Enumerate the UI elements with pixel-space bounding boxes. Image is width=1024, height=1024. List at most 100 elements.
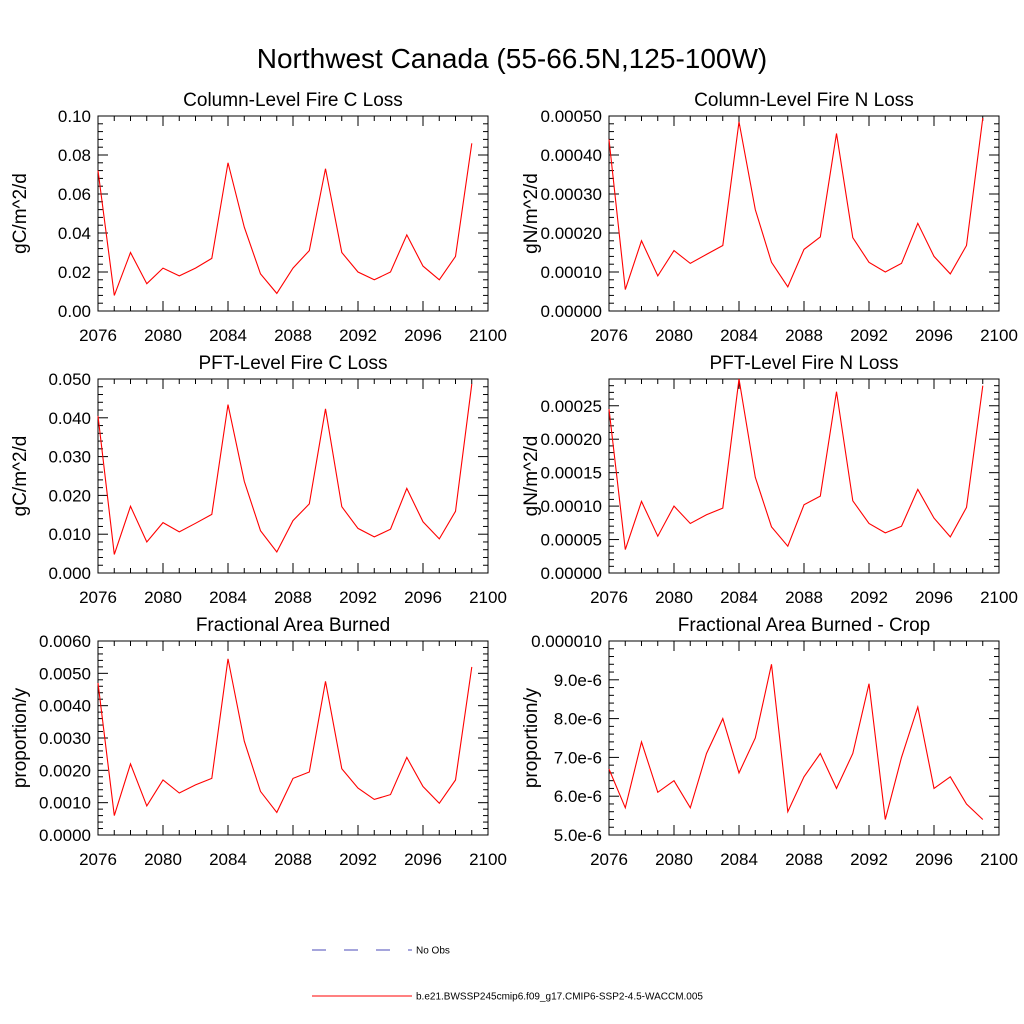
series-line-1 xyxy=(97,383,473,555)
y-tick-label: 0.00030 xyxy=(541,185,602,204)
y-tick-label: 0.00025 xyxy=(541,397,602,416)
y-axis-label: gC/m^2/d xyxy=(10,173,31,254)
x-tick-label: 2076 xyxy=(590,588,628,607)
plot-frame xyxy=(608,640,1000,836)
y-tick-label: 0.0030 xyxy=(39,729,91,748)
x-tick-label: 2080 xyxy=(144,850,182,869)
y-tick-label: 5.0e-6 xyxy=(554,826,602,845)
x-tick-label: 2100 xyxy=(469,326,507,345)
x-tick-label: 2096 xyxy=(404,850,442,869)
x-tick-label: 2084 xyxy=(720,326,758,345)
x-tick-label: 2096 xyxy=(915,326,953,345)
legend: No Obs b.e21.BWSSP245cmip6.f09_g17.CMIP6-… xyxy=(312,946,703,1003)
y-tick-label: 0.020 xyxy=(48,486,91,505)
x-tick-label: 2100 xyxy=(980,326,1018,345)
y-tick-label: 0.00010 xyxy=(541,263,602,282)
y-tick-label: 0.00050 xyxy=(541,107,602,126)
y-tick-label: 0.030 xyxy=(48,448,91,467)
y-tick-label: 0.00000 xyxy=(541,564,602,583)
y-tick-label: 0.0010 xyxy=(39,794,91,813)
panel-1: Column-Level Fire C Loss gC/m^2/d 2076 2080… xyxy=(10,90,507,345)
x-tick-label: 2084 xyxy=(720,588,758,607)
legend-label-2: b.e21.BWSSP245cmip6.f09_g17.CMIP6-SSP2-4… xyxy=(416,992,703,1003)
panel-4: PFT-Level Fire N Loss gN/m^2/d 2076 2080 208… xyxy=(521,353,1018,607)
y-axis-label: proportion/y xyxy=(10,687,31,788)
y-axis-label: gC/m^2/d xyxy=(10,436,31,517)
x-tick-label: 2080 xyxy=(144,588,182,607)
legend-label-1: No Obs xyxy=(416,946,450,957)
x-tick-label: 2096 xyxy=(404,588,442,607)
y-tick-label: 0.08 xyxy=(58,146,91,165)
series-line-1 xyxy=(97,143,473,296)
x-tick-label: 2084 xyxy=(209,588,247,607)
series-line-1 xyxy=(608,378,984,550)
y-tick-label: 0.000 xyxy=(48,564,91,583)
panel-title: PFT-Level Fire C Loss xyxy=(199,353,388,374)
panel-title: Column-Level Fire C Loss xyxy=(183,90,403,111)
plot-frame xyxy=(97,640,489,836)
x-tick-label: 2100 xyxy=(469,588,507,607)
x-tick-label: 2084 xyxy=(209,850,247,869)
x-tick-label: 2076 xyxy=(79,588,117,607)
panel-title: Column-Level Fire N Loss xyxy=(694,90,914,111)
x-tick-label: 2080 xyxy=(655,326,693,345)
x-tick-label: 2088 xyxy=(785,326,823,345)
panels: Column-Level Fire C Loss gC/m^2/d 2076 2080… xyxy=(10,90,1018,869)
x-tick-label: 2096 xyxy=(915,588,953,607)
y-tick-label: 9.0e-6 xyxy=(554,671,602,690)
x-tick-label: 2076 xyxy=(590,326,628,345)
x-tick-label: 2088 xyxy=(785,850,823,869)
y-tick-label: 0.0020 xyxy=(39,761,91,780)
x-tick-label: 2084 xyxy=(209,326,247,345)
y-axis-label: gN/m^2/d xyxy=(521,436,542,517)
y-tick-label: 0.040 xyxy=(48,409,91,428)
x-tick-label: 2088 xyxy=(785,588,823,607)
y-tick-label: 0.00020 xyxy=(541,430,602,449)
panel-title: PFT-Level Fire N Loss xyxy=(710,353,899,374)
x-tick-label: 2092 xyxy=(339,588,377,607)
series-line-1 xyxy=(97,658,473,816)
y-tick-label: 0.00010 xyxy=(541,497,602,516)
y-tick-label: 0.00020 xyxy=(541,224,602,243)
x-tick-label: 2092 xyxy=(850,326,888,345)
series-line-1 xyxy=(608,664,984,820)
figure-title: Northwest Canada (55-66.5N,125-100W) xyxy=(257,43,767,74)
y-tick-label: 7.0e-6 xyxy=(554,748,602,767)
x-tick-label: 2076 xyxy=(79,326,117,345)
y-tick-label: 0.00000 xyxy=(541,302,602,321)
panel-3: PFT-Level Fire C Loss gC/m^2/d 2076 2080 208… xyxy=(10,353,507,607)
plot-frame xyxy=(97,378,489,574)
panel-title: Fractional Area Burned xyxy=(196,615,390,636)
y-tick-label: 0.00005 xyxy=(541,531,602,550)
x-tick-label: 2080 xyxy=(655,850,693,869)
x-tick-label: 2100 xyxy=(980,588,1018,607)
y-tick-label: 6.0e-6 xyxy=(554,787,602,806)
y-tick-label: 8.0e-6 xyxy=(554,710,602,729)
x-tick-label: 2096 xyxy=(404,326,442,345)
panel-2: Column-Level Fire N Loss gN/m^2/d 2076 2080… xyxy=(521,90,1018,345)
plot-frame xyxy=(608,115,1000,312)
x-tick-label: 2088 xyxy=(274,588,312,607)
y-tick-label: 0.0000 xyxy=(39,826,91,845)
x-tick-label: 2088 xyxy=(274,850,312,869)
x-tick-label: 2092 xyxy=(339,326,377,345)
y-tick-label: 0.000010 xyxy=(531,632,602,651)
x-tick-label: 2076 xyxy=(590,850,628,869)
x-tick-label: 2084 xyxy=(720,850,758,869)
x-tick-label: 2092 xyxy=(339,850,377,869)
x-tick-label: 2080 xyxy=(655,588,693,607)
panel-title: Fractional Area Burned - Crop xyxy=(678,615,930,636)
x-tick-label: 2088 xyxy=(274,326,312,345)
x-tick-label: 2092 xyxy=(850,588,888,607)
panel-6: Fractional Area Burned - Crop proportion/… xyxy=(521,615,1018,869)
series-line-1 xyxy=(608,117,984,290)
y-tick-label: 0.050 xyxy=(48,370,91,389)
x-tick-label: 2096 xyxy=(915,850,953,869)
panel-5: Fractional Area Burned proportion/y 2076 20… xyxy=(10,615,507,869)
plot-frame xyxy=(608,378,1000,574)
y-tick-label: 0.0050 xyxy=(39,664,91,683)
y-axis-label: gN/m^2/d xyxy=(521,173,542,254)
x-tick-label: 2100 xyxy=(980,850,1018,869)
y-tick-label: 0.00 xyxy=(58,302,91,321)
